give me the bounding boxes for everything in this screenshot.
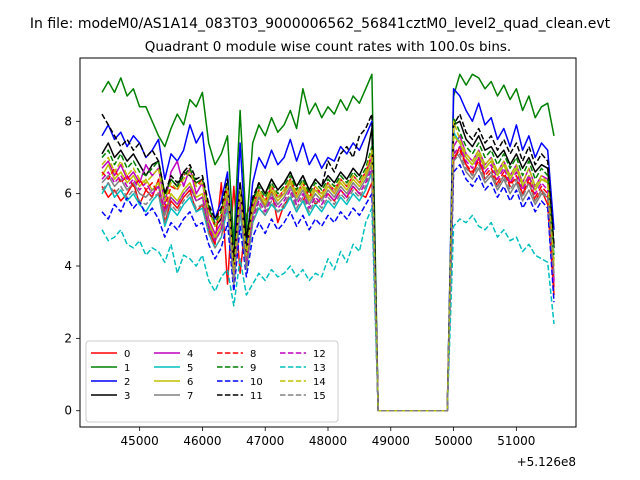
legend-label-5: 5 xyxy=(187,363,193,374)
legend-label-10: 10 xyxy=(250,377,263,388)
y-tick-label: 4 xyxy=(64,259,72,273)
series-line-13 xyxy=(101,207,555,412)
series-line-9 xyxy=(101,116,555,412)
legend-label-11: 11 xyxy=(250,391,263,402)
legend-label-12: 12 xyxy=(313,349,326,360)
legend-label-15: 15 xyxy=(313,391,326,402)
series-line-15 xyxy=(101,153,555,412)
legend-label-8: 8 xyxy=(250,349,256,360)
legend-label-9: 9 xyxy=(250,363,256,374)
series-line-8 xyxy=(101,149,555,412)
x-tick-label: 51000 xyxy=(497,434,535,448)
legend-label-4: 4 xyxy=(187,349,193,360)
series-line-12 xyxy=(101,145,555,412)
y-axis: 0 2 4 6 8 xyxy=(64,114,80,418)
x-tick-label: 49000 xyxy=(372,434,410,448)
y-tick-label: 0 xyxy=(64,404,72,418)
x-tick-label: 45000 xyxy=(121,434,159,448)
series-line-1 xyxy=(101,73,555,412)
x-offset-label: +5.126e8 xyxy=(517,455,576,469)
series-line-11 xyxy=(101,113,555,412)
y-tick-label: 8 xyxy=(64,114,72,128)
legend-label-7: 7 xyxy=(187,391,193,402)
legend-label-13: 13 xyxy=(313,363,326,374)
legend-box xyxy=(85,340,339,423)
x-tick-label: 48000 xyxy=(309,434,347,448)
legend-label-0: 0 xyxy=(124,349,130,360)
legend-label-3: 3 xyxy=(124,391,130,402)
legend-label-6: 6 xyxy=(187,377,193,388)
chart-title: Quadrant 0 module wise count rates with … xyxy=(145,39,511,55)
figure-suptitle: In file: modeM0/AS1A14_083T03_9000006562… xyxy=(30,16,611,32)
series-layer xyxy=(101,73,555,412)
y-tick-label: 6 xyxy=(64,187,72,201)
legend-label-1: 1 xyxy=(124,363,130,374)
series-line-7 xyxy=(101,149,555,412)
x-tick-label: 46000 xyxy=(183,434,221,448)
x-axis: 45000 46000 47000 48000 49000 50000 51000 xyxy=(121,427,535,448)
x-tick-label: 50000 xyxy=(434,434,472,448)
y-tick-label: 2 xyxy=(64,331,72,345)
series-line-10 xyxy=(101,163,555,412)
legend-label-2: 2 xyxy=(124,377,130,388)
legend-label-14: 14 xyxy=(313,377,326,388)
series-line-6 xyxy=(101,135,555,412)
x-tick-label: 47000 xyxy=(246,434,284,448)
